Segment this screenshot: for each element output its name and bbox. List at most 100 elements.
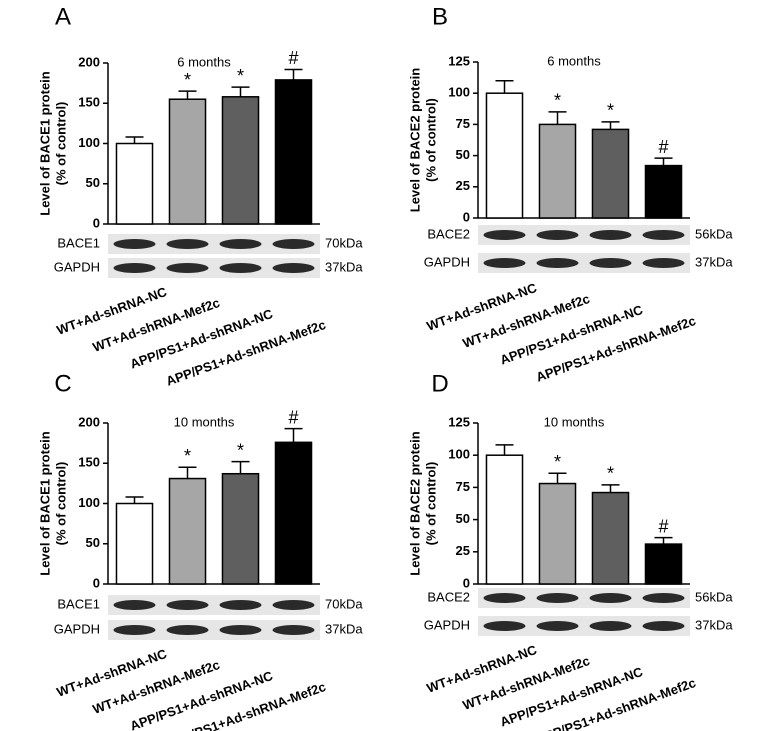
blot-size-label: 37kDa xyxy=(325,621,363,636)
significance-mark: * xyxy=(184,446,191,466)
y-tick-label: 150 xyxy=(78,455,100,470)
blot-strip xyxy=(108,258,320,278)
blot-band xyxy=(113,600,156,610)
blot-band xyxy=(483,593,526,603)
blot-protein-label: GAPDH xyxy=(424,254,470,269)
bar xyxy=(644,164,683,219)
blot-band xyxy=(166,239,209,249)
chart-title: 6 months xyxy=(177,54,231,69)
bar xyxy=(538,482,577,585)
y-tick-label: 0 xyxy=(463,575,470,590)
y-axis-label: (% of control) xyxy=(423,98,438,182)
significance-mark: # xyxy=(658,516,668,536)
y-tick-label: 25 xyxy=(456,543,470,558)
bar xyxy=(115,142,154,225)
blot-size-label: 56kDa xyxy=(695,589,733,604)
blot-strip xyxy=(478,253,690,273)
blot-band xyxy=(166,600,209,610)
y-tick-label: 100 xyxy=(78,135,100,150)
blot-size-label: 70kDa xyxy=(325,235,363,250)
bar xyxy=(485,92,524,219)
y-tick-label: 150 xyxy=(78,95,100,110)
bar xyxy=(591,491,630,585)
y-tick-label: 50 xyxy=(456,511,470,526)
blot-band xyxy=(589,230,632,240)
blot-protein-label: BACE1 xyxy=(57,596,100,611)
blot-band xyxy=(113,239,156,249)
blot-band xyxy=(536,621,579,631)
blot-band xyxy=(272,263,315,273)
blot-band xyxy=(219,263,262,273)
panel-label: D xyxy=(431,370,448,397)
blot-strip xyxy=(478,588,690,608)
blot-protein-label: GAPDH xyxy=(54,621,100,636)
y-axis-label: (% of control) xyxy=(53,102,68,186)
blot-band xyxy=(272,239,315,249)
y-tick-label: 200 xyxy=(78,54,100,69)
blot-band xyxy=(166,625,209,635)
bar xyxy=(274,441,313,585)
y-tick-label: 75 xyxy=(456,116,470,131)
y-tick-label: 200 xyxy=(78,414,100,429)
y-tick-label: 0 xyxy=(463,209,470,224)
y-axis-label: Level of BACE2 protein xyxy=(407,431,422,576)
blot-size-label: 70kDa xyxy=(325,596,363,611)
significance-mark: * xyxy=(237,440,244,460)
y-tick-label: 0 xyxy=(93,575,100,590)
blot-band xyxy=(113,263,156,273)
bar xyxy=(168,477,207,585)
blot-protein-label: GAPDH xyxy=(424,617,470,632)
blot-band xyxy=(536,258,579,268)
blot-protein-label: BACE2 xyxy=(427,226,470,241)
y-axis-label: Level of BACE1 protein xyxy=(37,71,52,216)
blot-protein-label: GAPDH xyxy=(54,259,100,274)
bar xyxy=(168,98,207,225)
blot-strip xyxy=(478,225,690,245)
blot-band xyxy=(219,600,262,610)
bar xyxy=(221,472,260,585)
panel-label: C xyxy=(54,370,71,397)
blot-band xyxy=(272,625,315,635)
y-tick-label: 50 xyxy=(86,535,100,550)
blot-band xyxy=(483,230,526,240)
chart-title: 10 months xyxy=(544,414,605,429)
blot-size-label: 56kDa xyxy=(695,226,733,241)
blot-band xyxy=(589,593,632,603)
blot-band xyxy=(536,230,579,240)
blot-band xyxy=(642,621,685,631)
y-tick-label: 0 xyxy=(93,215,100,230)
blot-band xyxy=(642,258,685,268)
y-tick-label: 125 xyxy=(448,414,470,429)
significance-mark: # xyxy=(288,407,298,427)
panel-label: B xyxy=(432,3,448,30)
blot-size-label: 37kDa xyxy=(325,259,363,274)
significance-mark: * xyxy=(607,101,614,121)
blot-strip xyxy=(478,616,690,636)
y-tick-label: 25 xyxy=(456,178,470,193)
blot-strip xyxy=(108,234,320,254)
bar xyxy=(591,128,630,219)
significance-mark: * xyxy=(237,66,244,86)
y-tick-label: 125 xyxy=(448,53,470,68)
blot-band xyxy=(219,239,262,249)
y-axis-label: (% of control) xyxy=(423,462,438,546)
blot-band xyxy=(272,600,315,610)
bar xyxy=(115,502,154,585)
y-axis-label: (% of control) xyxy=(53,462,68,546)
significance-mark: # xyxy=(288,48,298,68)
blot-strip xyxy=(108,595,320,615)
blot-band xyxy=(113,625,156,635)
blot-band xyxy=(589,258,632,268)
blot-size-label: 37kDa xyxy=(695,617,733,632)
y-tick-label: 100 xyxy=(78,495,100,510)
blot-size-label: 37kDa xyxy=(695,254,733,269)
y-tick-label: 100 xyxy=(448,447,470,462)
chart-title: 10 months xyxy=(174,414,235,429)
blot-band xyxy=(536,593,579,603)
bar xyxy=(644,543,683,585)
blot-band xyxy=(483,621,526,631)
blot-protein-label: BACE2 xyxy=(427,589,470,604)
significance-mark: * xyxy=(607,464,614,484)
blot-band xyxy=(166,263,209,273)
